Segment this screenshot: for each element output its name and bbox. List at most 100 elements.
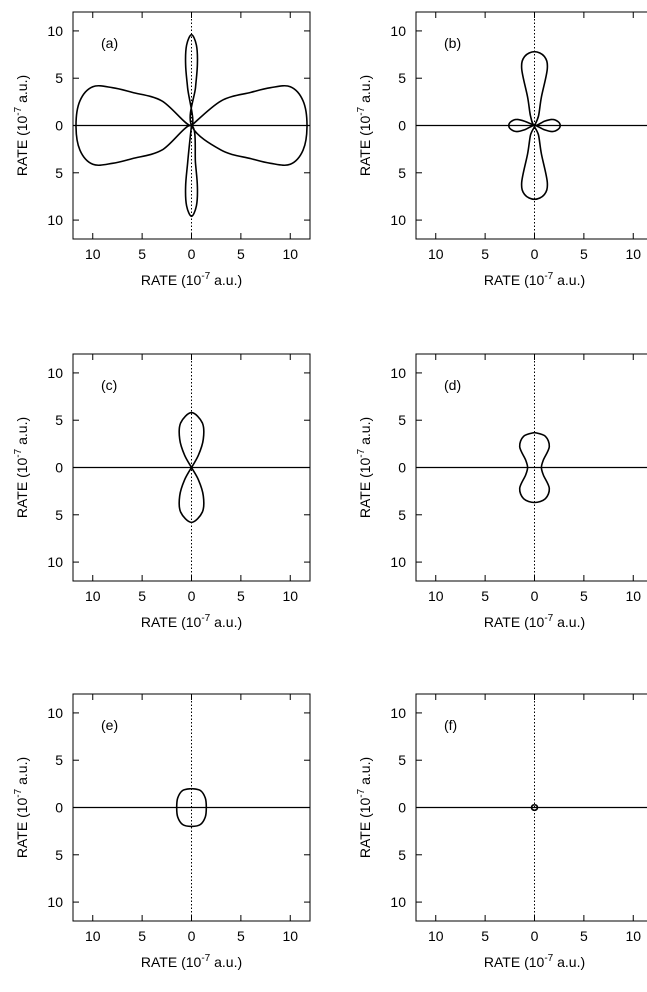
x-tick-label: 5: [481, 928, 489, 944]
x-axis-label-main: RATE (10: [484, 272, 545, 288]
rate-curve: [178, 411, 205, 524]
rate-curve: [175, 787, 208, 828]
x-tick-label: 5: [580, 588, 588, 604]
x-axis-label-unit: a.u.): [210, 272, 242, 288]
y-axis-label-unit: a.u.): [357, 417, 373, 449]
y-tick-label: 10: [47, 705, 63, 721]
x-axis-label-unit: a.u.): [553, 954, 585, 970]
x-axis-label-unit: a.u.): [553, 272, 585, 288]
rate-curve: [75, 33, 308, 218]
panel-label: (a): [101, 35, 118, 51]
x-tick-label: 5: [237, 588, 245, 604]
y-axis-label-exponent: -7: [13, 106, 24, 115]
x-tick-label: 10: [85, 588, 101, 604]
y-axis-label: RATE (10-7 a.u.): [356, 417, 373, 518]
x-axis-label-unit: a.u.): [553, 614, 585, 630]
x-tick-label: 10: [282, 246, 298, 262]
x-axis-label-exponent: -7: [201, 613, 210, 624]
y-axis-label: RATE (10-7 a.u.): [13, 757, 30, 858]
y-axis-label-exponent: -7: [13, 788, 24, 797]
x-tick-label: 0: [188, 246, 196, 262]
x-tick-label: 0: [188, 928, 196, 944]
x-tick-label: 5: [138, 928, 146, 944]
y-tick-label: 10: [390, 894, 406, 910]
y-tick-label: 5: [55, 412, 63, 428]
x-axis-label: RATE (10-7 a.u.): [141, 613, 242, 630]
y-axis-label-main: RATE (10: [14, 457, 30, 518]
y-tick-label: 5: [55, 70, 63, 86]
y-tick-label: 5: [398, 847, 406, 863]
y-axis-label-main: RATE (10: [357, 797, 373, 858]
y-tick-label: 0: [55, 118, 63, 134]
y-tick-label: 10: [47, 365, 63, 381]
x-tick-label: 5: [237, 928, 245, 944]
x-tick-label: 5: [481, 588, 489, 604]
y-axis-label-main: RATE (10: [357, 115, 373, 176]
y-tick-label: 10: [47, 894, 63, 910]
y-axis-label-exponent: -7: [356, 106, 367, 115]
x-tick-label: 10: [625, 246, 641, 262]
x-axis-label-exponent: -7: [201, 953, 210, 964]
x-axis-label-unit: a.u.): [210, 614, 242, 630]
y-tick-label: 10: [47, 212, 63, 228]
x-axis-label-exponent: -7: [201, 271, 210, 282]
y-axis-label-main: RATE (10: [14, 797, 30, 858]
x-tick-label: 0: [188, 588, 196, 604]
x-tick-label: 10: [625, 588, 641, 604]
x-tick-label: 5: [138, 588, 146, 604]
x-tick-label: 5: [580, 246, 588, 262]
y-tick-label: 5: [55, 847, 63, 863]
x-tick-label: 5: [237, 246, 245, 262]
y-tick-label: 10: [390, 23, 406, 39]
y-tick-label: 10: [390, 212, 406, 228]
y-axis-label-unit: a.u.): [14, 417, 30, 449]
x-tick-label: 5: [580, 928, 588, 944]
x-axis-label: RATE (10-7 a.u.): [484, 613, 585, 630]
panel-label: (e): [101, 717, 118, 733]
y-axis-label-unit: a.u.): [357, 75, 373, 107]
x-axis-label: RATE (10-7 a.u.): [141, 953, 242, 970]
y-tick-label: 10: [47, 23, 63, 39]
y-tick-label: 5: [398, 70, 406, 86]
x-tick-label: 5: [138, 246, 146, 262]
y-tick-label: 10: [390, 554, 406, 570]
x-axis-label: RATE (10-7 a.u.): [141, 271, 242, 288]
x-tick-label: 10: [428, 588, 444, 604]
y-tick-label: 10: [47, 554, 63, 570]
y-axis-label-unit: a.u.): [14, 757, 30, 789]
x-tick-label: 10: [428, 928, 444, 944]
rate-curve: [518, 431, 551, 504]
y-axis-label: RATE (10-7 a.u.): [13, 75, 30, 176]
x-tick-label: 10: [85, 928, 101, 944]
y-axis-label: RATE (10-7 a.u.): [13, 417, 30, 518]
x-tick-label: 10: [625, 928, 641, 944]
x-axis-label-main: RATE (10: [141, 272, 202, 288]
x-axis-label-exponent: -7: [544, 613, 553, 624]
panel-label: (c): [101, 377, 117, 393]
panel-label: (f): [444, 717, 457, 733]
rate-curve: [507, 50, 562, 201]
y-tick-label: 0: [398, 800, 406, 816]
y-tick-label: 10: [390, 365, 406, 381]
x-tick-label: 0: [531, 246, 539, 262]
y-tick-label: 0: [398, 460, 406, 476]
x-tick-label: 10: [282, 588, 298, 604]
y-tick-label: 10: [390, 705, 406, 721]
panel-label: (b): [444, 35, 461, 51]
y-axis-label-exponent: -7: [13, 448, 24, 457]
y-axis-label-unit: a.u.): [357, 757, 373, 789]
x-tick-label: 10: [282, 928, 298, 944]
y-tick-label: 0: [55, 460, 63, 476]
y-axis-label-main: RATE (10: [14, 115, 30, 176]
x-tick-label: 10: [428, 246, 444, 262]
x-axis-label-exponent: -7: [544, 953, 553, 964]
y-tick-label: 5: [55, 165, 63, 181]
y-tick-label: 0: [55, 800, 63, 816]
x-tick-label: 0: [531, 928, 539, 944]
